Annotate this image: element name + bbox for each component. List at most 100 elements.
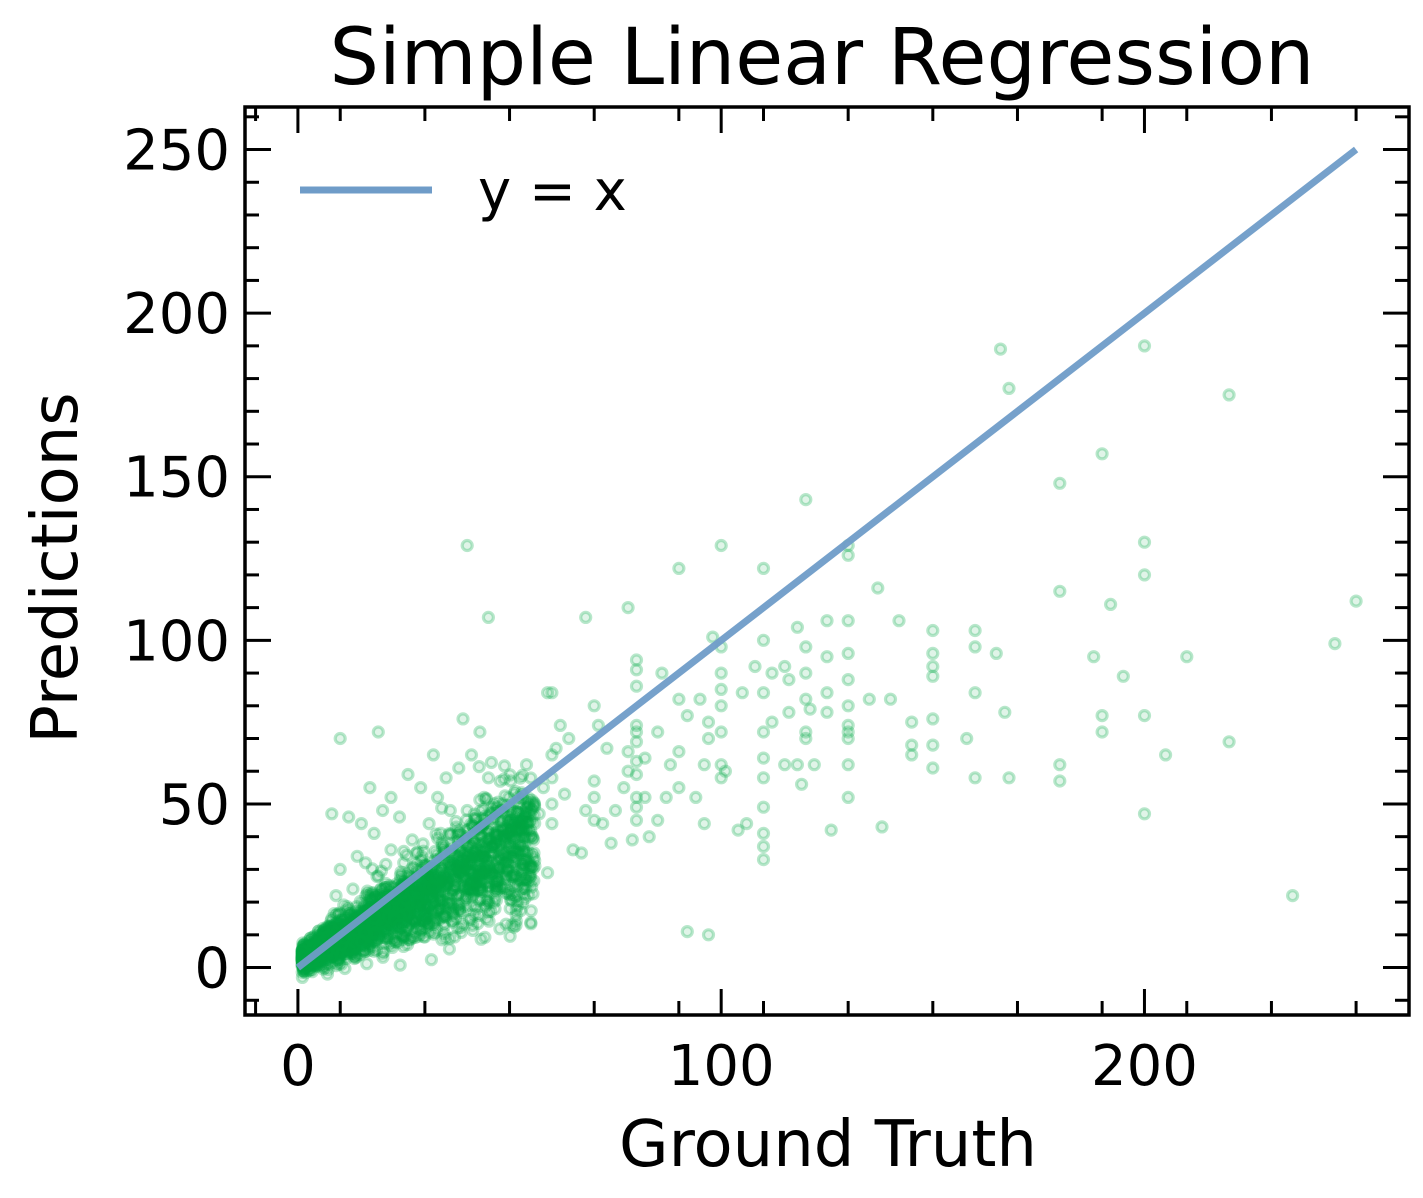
scatter-point [348,929,362,944]
scatter-point [522,858,536,872]
scatter-point [511,873,525,887]
scatter-point [841,548,855,562]
scatter-point [459,862,473,876]
scatter-point [445,883,459,897]
scatter-point [524,904,538,918]
scatter-point [413,919,427,933]
scatter-point [389,920,403,934]
scatter-point [376,921,390,935]
scatter-point [414,780,428,795]
scatter-point [499,881,513,896]
scatter-point [354,934,368,949]
scatter-point [512,814,526,828]
scatter-point [403,917,417,931]
scatter-point [496,823,510,838]
scatter-point [440,877,454,892]
y-tick-label: 50 [159,773,230,838]
scatter-point [345,938,359,953]
scatter-point [398,924,412,938]
scatter-point [481,610,495,625]
scatter-point [296,938,310,952]
scatter-point [295,946,309,961]
scatter-point [883,692,898,706]
scatter-point [519,882,533,896]
scatter-point [435,894,449,909]
scatter-point [493,833,507,848]
scatter-point [527,796,541,811]
scatter-point [365,920,379,934]
scatter-point [296,945,310,960]
scatter-point [384,790,398,805]
y-tick-label: 150 [123,446,230,511]
scatter-point [329,888,343,903]
scatter-point [491,824,505,838]
scatter-point [306,959,320,973]
scatter-point [333,916,347,931]
scatter-point [448,858,462,872]
scatter-point [304,931,318,945]
scatter-point [357,926,371,940]
scatter-point [385,911,399,926]
scatter-point [327,919,341,934]
scatter-point [403,900,417,914]
scatter-point [482,864,496,879]
scatter-point [432,889,446,903]
scatter-point [486,836,500,850]
scatter-point [382,913,396,927]
scatter-point [322,947,336,961]
scatter-point [642,830,656,844]
scatter-point [448,930,462,944]
scatter-point [316,925,330,940]
scatter-point [415,881,429,895]
scatter-point [379,912,393,926]
scatter-point [522,888,536,902]
scatter-point [520,795,534,809]
scatter-point [1137,568,1152,582]
scatter-point [435,902,449,916]
scatter-point [396,929,410,944]
scatter-point [296,943,310,957]
scatter-point [460,888,474,903]
scatter-point [362,918,376,933]
scatter-point [308,937,322,951]
scatter-point [507,872,521,886]
scatter-point [498,789,512,803]
scatter-point [1095,708,1109,723]
scatter-point [515,857,529,872]
scatter-point [411,892,426,906]
scatter-point [841,758,855,772]
scatter-point [672,744,686,759]
scatter-point [309,959,323,973]
scatter-point [368,920,382,934]
scatter-point [464,877,478,892]
scatter-point [407,880,421,895]
scatter-point [756,839,771,854]
scatter-point [517,881,531,895]
scatter-point [479,864,493,878]
scatter-point [506,849,520,864]
scatter-point [663,758,678,772]
scatter-point [418,909,432,923]
scatter-point [446,852,460,867]
scatter-point [297,945,311,959]
scatter-point [466,874,480,889]
scatter-point [731,823,745,837]
scatter-point [392,926,406,940]
scatter-point [372,911,386,926]
scatter-point [343,934,358,948]
scatter-point [342,940,356,954]
scatter-point [579,803,593,818]
scatter-point [439,771,453,785]
reference-line-layer [295,146,1359,971]
scatter-point [487,868,501,883]
scatter-point [423,884,438,898]
scatter-point [337,943,352,958]
scatter-point [415,909,429,924]
scatter-point [1053,774,1067,788]
scatter-point [295,943,309,957]
scatter-point [782,672,796,687]
scatter-point [322,957,336,971]
scatter-point [474,864,488,878]
scatter-point [347,936,361,950]
scatter-point [460,803,474,818]
